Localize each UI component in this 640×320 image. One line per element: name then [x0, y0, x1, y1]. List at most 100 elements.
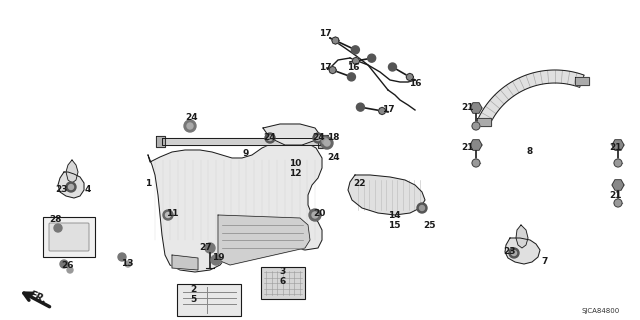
Text: 8: 8 — [527, 148, 533, 156]
Text: 23: 23 — [504, 247, 516, 257]
Polygon shape — [352, 57, 360, 65]
Text: 10: 10 — [289, 158, 301, 167]
Text: SJCA84800: SJCA84800 — [582, 308, 620, 314]
Circle shape — [313, 133, 323, 143]
Text: 21: 21 — [610, 143, 622, 153]
Circle shape — [388, 63, 397, 71]
Circle shape — [211, 255, 221, 265]
Circle shape — [205, 243, 215, 253]
Circle shape — [163, 210, 173, 220]
Circle shape — [472, 122, 480, 130]
Text: 21: 21 — [461, 143, 474, 153]
Text: 22: 22 — [354, 179, 366, 188]
Circle shape — [472, 159, 480, 167]
FancyBboxPatch shape — [261, 267, 305, 299]
Circle shape — [348, 73, 355, 81]
Text: 26: 26 — [61, 260, 73, 269]
Circle shape — [367, 54, 376, 62]
Text: 24: 24 — [264, 133, 276, 142]
Text: FR.: FR. — [28, 290, 48, 306]
Circle shape — [54, 224, 62, 232]
Polygon shape — [66, 160, 78, 183]
Circle shape — [417, 203, 427, 213]
Text: 7: 7 — [542, 258, 548, 267]
Polygon shape — [612, 180, 624, 190]
Circle shape — [351, 46, 360, 54]
Polygon shape — [406, 73, 413, 81]
Circle shape — [187, 123, 193, 129]
Text: 20: 20 — [313, 209, 325, 218]
Text: 27: 27 — [200, 243, 212, 252]
Polygon shape — [162, 138, 320, 145]
Text: 11: 11 — [166, 210, 179, 219]
Circle shape — [321, 137, 333, 149]
Text: 9: 9 — [243, 148, 249, 157]
Polygon shape — [516, 225, 528, 248]
Circle shape — [67, 267, 73, 273]
Circle shape — [320, 136, 330, 146]
FancyBboxPatch shape — [177, 284, 241, 316]
Circle shape — [265, 133, 275, 143]
Polygon shape — [329, 67, 336, 74]
Text: 24: 24 — [313, 133, 325, 142]
Text: 25: 25 — [424, 220, 436, 229]
Polygon shape — [348, 175, 425, 215]
Circle shape — [316, 135, 321, 140]
Circle shape — [322, 138, 328, 144]
Text: 21: 21 — [461, 103, 474, 113]
Circle shape — [614, 159, 622, 167]
Text: 24: 24 — [186, 114, 198, 123]
Circle shape — [419, 205, 424, 211]
Circle shape — [509, 248, 519, 258]
Polygon shape — [505, 238, 540, 264]
Circle shape — [68, 185, 74, 189]
Text: 13: 13 — [121, 260, 133, 268]
Polygon shape — [470, 103, 482, 113]
Polygon shape — [470, 140, 482, 150]
Polygon shape — [477, 118, 491, 126]
Text: 17: 17 — [319, 62, 332, 71]
Text: 19: 19 — [212, 252, 224, 261]
Circle shape — [66, 182, 76, 192]
Text: 14: 14 — [388, 211, 400, 220]
Text: 16: 16 — [409, 78, 421, 87]
Polygon shape — [58, 172, 84, 198]
Circle shape — [118, 253, 126, 261]
Circle shape — [166, 212, 170, 218]
Circle shape — [356, 103, 364, 111]
Circle shape — [324, 140, 330, 146]
Text: 2: 2 — [190, 284, 196, 293]
Text: 4: 4 — [85, 186, 91, 195]
Polygon shape — [318, 135, 328, 148]
Polygon shape — [575, 77, 589, 85]
FancyBboxPatch shape — [43, 217, 95, 257]
Text: 1: 1 — [145, 179, 151, 188]
Polygon shape — [172, 255, 198, 270]
Text: 3: 3 — [280, 268, 286, 276]
Text: 5: 5 — [190, 295, 196, 305]
Text: 15: 15 — [388, 220, 400, 229]
Text: 6: 6 — [280, 277, 286, 286]
Polygon shape — [148, 140, 322, 272]
Text: 17: 17 — [319, 29, 332, 38]
Text: 17: 17 — [381, 106, 394, 115]
Text: 18: 18 — [327, 133, 339, 142]
Text: 24: 24 — [328, 154, 340, 163]
Text: 28: 28 — [50, 215, 62, 225]
Circle shape — [125, 261, 131, 267]
FancyBboxPatch shape — [49, 223, 89, 251]
Circle shape — [184, 120, 196, 132]
Polygon shape — [478, 70, 584, 124]
Polygon shape — [156, 136, 165, 147]
Text: 23: 23 — [56, 186, 68, 195]
Text: 16: 16 — [347, 62, 359, 71]
Polygon shape — [612, 140, 624, 150]
Circle shape — [312, 212, 318, 218]
Circle shape — [614, 199, 622, 207]
Polygon shape — [218, 215, 310, 265]
Circle shape — [60, 260, 68, 268]
Circle shape — [268, 135, 273, 140]
Text: 21: 21 — [610, 191, 622, 201]
Circle shape — [511, 251, 516, 255]
Text: 12: 12 — [289, 169, 301, 178]
